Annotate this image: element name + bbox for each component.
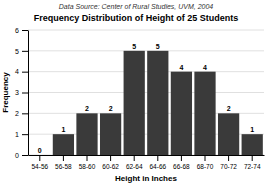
y-tick-mark	[22, 134, 28, 135]
y-tick-label: 3	[15, 89, 19, 96]
data-label: 1	[61, 126, 65, 133]
bar	[242, 134, 263, 155]
y-tick-label: 2	[15, 110, 19, 117]
grid-line	[28, 30, 264, 31]
y-tick: 2	[15, 110, 28, 117]
data-label: 4	[203, 64, 207, 71]
x-tick-label: 58-60	[79, 163, 96, 170]
x-tick-label: 66-68	[173, 163, 190, 170]
y-tick: 4	[15, 68, 28, 75]
x-tick: 64-66	[149, 155, 166, 170]
x-tick: 68-70	[197, 155, 214, 170]
y-tick: 0	[15, 152, 28, 159]
x-tick-label: 70-72	[220, 163, 237, 170]
data-label: 5	[132, 43, 136, 50]
bar	[194, 72, 215, 155]
x-tick: 54-56	[31, 155, 48, 170]
data-label: 2	[227, 105, 231, 112]
grid-line	[28, 50, 264, 51]
x-tick: 70-72	[220, 155, 237, 170]
x-tick: 62-64	[126, 155, 143, 170]
data-label: 1	[250, 126, 254, 133]
y-tick-mark	[22, 155, 28, 156]
x-tick: 58-60	[79, 155, 96, 170]
y-axis: 0 1 2 3 4 5 6	[15, 27, 28, 159]
y-tick: 1	[15, 131, 28, 138]
x-tick-label: 56-58	[55, 163, 72, 170]
grid-line	[28, 92, 264, 93]
data-label: 0	[38, 147, 42, 154]
data-label: 2	[85, 105, 89, 112]
y-tick-mark	[22, 51, 28, 52]
subtitle: Data Source: Center of Rural Studies, UV…	[59, 3, 214, 10]
chart: Data Source: Center of Rural Studies, UV…	[0, 0, 272, 185]
grid-line	[28, 71, 264, 72]
bar	[147, 51, 168, 155]
x-axis: 54-56 56-58 58-60 60-62 62-64 64-66 66-68 68-70…	[29, 155, 265, 170]
bar	[53, 134, 74, 155]
x-tick-label: 62-64	[126, 163, 143, 170]
x-tick-mark	[87, 155, 88, 161]
bar	[29, 155, 50, 156]
y-tick-mark	[22, 93, 28, 94]
y-tick-label: 0	[15, 152, 19, 159]
x-tick-mark	[110, 155, 111, 161]
x-tick: 66-68	[173, 155, 190, 170]
y-tick-mark	[22, 72, 28, 73]
x-tick: 60-62	[102, 155, 119, 170]
y-tick-mark	[22, 30, 28, 31]
x-tick-mark	[205, 155, 206, 161]
plot: 0 1 2 3 4 5 6 54-56 56-58 58-60 60-62 62-64 64-66 66-…	[15, 27, 264, 170]
y-tick-label: 1	[15, 131, 19, 138]
x-tick-mark	[181, 155, 182, 161]
data-label: 4	[179, 64, 183, 71]
grid	[28, 30, 264, 155]
x-tick-mark	[63, 155, 64, 161]
y-tick: 5	[15, 48, 28, 55]
x-tick-mark	[39, 155, 40, 161]
x-tick-label: 60-62	[102, 163, 119, 170]
y-tick: 6	[15, 27, 28, 34]
x-tick: 72-74	[244, 155, 261, 170]
x-tick-label: 72-74	[244, 163, 261, 170]
bar	[124, 51, 145, 155]
y-tick-mark	[22, 113, 28, 114]
x-tick-mark	[157, 155, 158, 161]
title: Frequency Distribution of Height of 25 S…	[34, 13, 239, 23]
bar	[76, 113, 97, 155]
x-tick-label: 64-66	[149, 163, 166, 170]
x-tick-mark	[228, 155, 229, 161]
x-tick-mark	[252, 155, 253, 161]
x-tick: 56-58	[55, 155, 72, 170]
y-axis-line	[28, 31, 29, 156]
y-tick-label: 6	[15, 27, 19, 34]
data-labels: 0 1 2 2 5 5 4 4 2 1	[38, 43, 254, 154]
y-tick-label: 4	[15, 68, 19, 75]
bar	[218, 113, 239, 155]
y-tick-label: 5	[15, 48, 19, 55]
y-tick: 3	[15, 89, 28, 96]
data-label: 2	[109, 105, 113, 112]
data-label: 5	[156, 43, 160, 50]
x-tick-label: 68-70	[197, 163, 214, 170]
x-axis-title: Height in Inches	[115, 174, 177, 183]
bars	[53, 51, 263, 155]
bar	[171, 72, 192, 155]
bar	[100, 113, 121, 155]
y-axis-title: Frequency	[1, 72, 10, 113]
x-tick-mark	[134, 155, 135, 161]
x-tick-label: 54-56	[31, 163, 48, 170]
